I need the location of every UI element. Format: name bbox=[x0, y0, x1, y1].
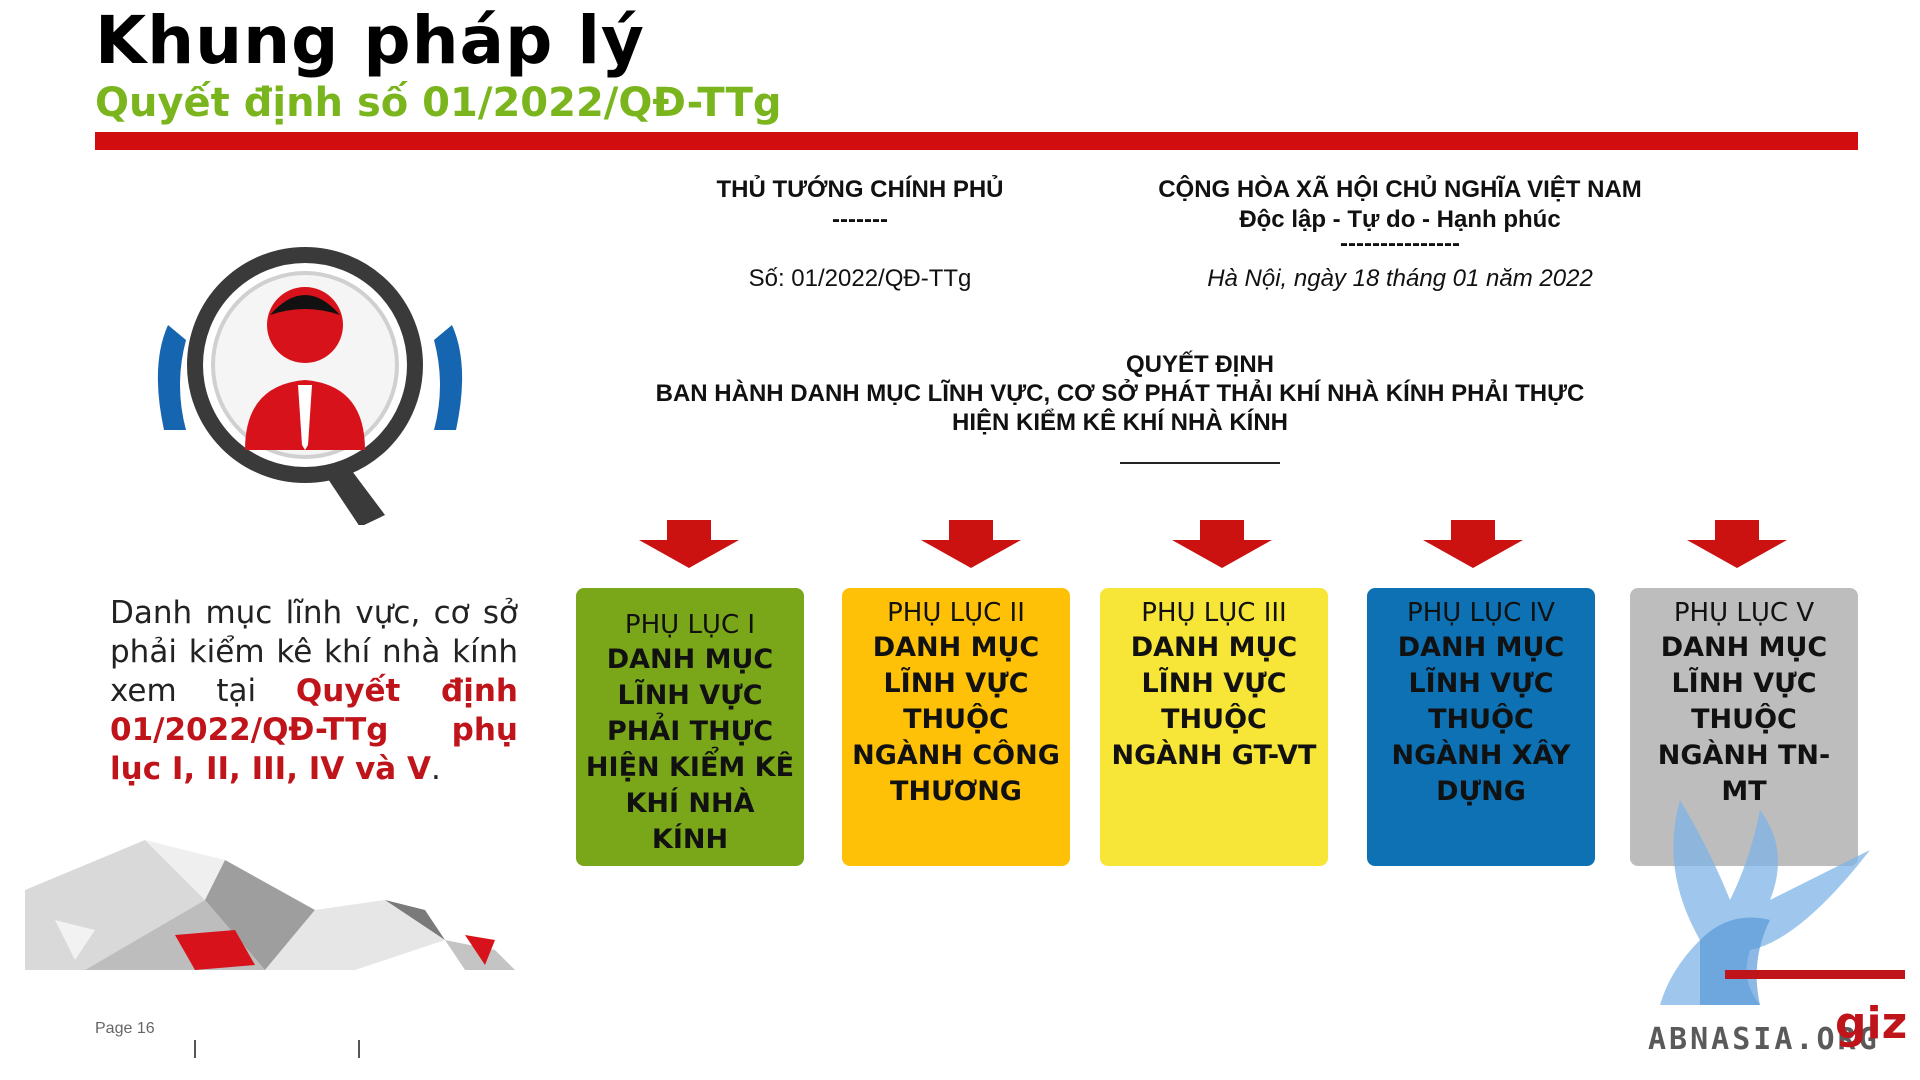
annex-body: DANH MỤC LĨNH VỰC PHẢI THỰC HIỆN KIỂM KÊ… bbox=[585, 644, 795, 855]
decision-rule bbox=[1120, 462, 1280, 464]
annex-body: DANH MỤC LĨNH VỰC THUỘC NGÀNH XÂY DỰNG bbox=[1391, 632, 1571, 807]
annex-box-1: PHỤ LỤC I DANH MỤC LĨNH VỰC PHẢI THỰC HI… bbox=[576, 588, 804, 866]
footer-separator bbox=[194, 1040, 196, 1058]
note-highlight: Quyết định 01/2022/QĐ-TTg phụ lục I, II,… bbox=[110, 673, 518, 787]
decision-label: QUYẾT ĐỊNH bbox=[1125, 351, 1274, 378]
document-nation-block: CỘNG HÒA XÃ HỘI CHỦ NGHĨA VIỆT NAM Độc l… bbox=[1100, 175, 1700, 257]
note-text: Danh mục lĩnh vực, cơ sở phải kiểm kê kh… bbox=[110, 595, 518, 709]
annex-box-5: PHỤ LỤC V DANH MỤC LĨNH VỰC THUỘC NGÀNH … bbox=[1630, 588, 1858, 866]
annex-body: DANH MỤC LĨNH VỰC THUỘC NGÀNH TN-MT bbox=[1657, 632, 1831, 807]
magnifier-person-icon bbox=[157, 247, 463, 525]
down-arrow-icon bbox=[921, 520, 1021, 568]
giz-logo: giz bbox=[1835, 998, 1908, 1049]
annex-label: PHỤ LỤC II bbox=[887, 598, 1025, 628]
footer-accent-line bbox=[1725, 970, 1905, 979]
note-end: . bbox=[431, 751, 441, 787]
annex-box-4: PHỤ LỤC IV DANH MỤC LĨNH VỰC THUỘC NGÀNH… bbox=[1367, 588, 1595, 866]
annex-body: DANH MỤC LĨNH VỰC THUỘC NGÀNH CÔNG THƯƠN… bbox=[852, 632, 1060, 807]
down-arrow-icon bbox=[1172, 520, 1272, 568]
down-arrow-icon bbox=[639, 520, 739, 568]
decision-block: QUYẾT ĐỊNH BAN HÀNH DANH MỤC LĨNH VỰC, C… bbox=[640, 350, 1760, 437]
decision-title: BAN HÀNH DANH MỤC LĨNH VỰC, CƠ SỞ PHÁT T… bbox=[655, 380, 1585, 436]
griffin-watermark-icon bbox=[1660, 800, 1870, 1005]
document-nation: CỘNG HÒA XÃ HỘI CHỦ NGHĨA VIỆT NAM bbox=[1158, 176, 1642, 203]
header-divider bbox=[95, 132, 1858, 150]
annex-box-3: PHỤ LỤC III DANH MỤC LĨNH VỰC THUỘC NGÀN… bbox=[1100, 588, 1328, 866]
annex-box-2: PHỤ LỤC II DANH MỤC LĨNH VỰC THUỘC NGÀNH… bbox=[842, 588, 1070, 866]
slide-title: Khung pháp lý bbox=[95, 2, 645, 79]
down-arrow-icon bbox=[1423, 520, 1523, 568]
document-motto-rule: --------------- bbox=[1340, 230, 1460, 257]
annex-label: PHỤ LỤC IV bbox=[1407, 598, 1555, 628]
footer-separator bbox=[358, 1040, 360, 1058]
document-motto: Độc lập - Tự do - Hạnh phúc bbox=[1239, 206, 1561, 233]
annex-body: DANH MỤC LĨNH VỰC THUỘC NGÀNH GT-VT bbox=[1111, 632, 1317, 771]
annex-label: PHỤ LỤC I bbox=[624, 610, 756, 640]
watermark-text: ABNASIA.ORG bbox=[1648, 1022, 1880, 1057]
polygon-decoration bbox=[25, 840, 515, 970]
page-number: Page 16 bbox=[95, 1020, 155, 1037]
document-date: Hà Nội, ngày 18 tháng 01 năm 2022 bbox=[1207, 265, 1593, 292]
document-issuer: THỦ TƯỚNG CHÍNH PHỦ bbox=[716, 176, 1004, 203]
document-issuer-rule: ------- bbox=[832, 206, 888, 233]
document-number: Số: 01/2022/QĐ-TTg bbox=[748, 265, 972, 292]
slide-subtitle: Quyết định số 01/2022/QĐ-TTg bbox=[95, 80, 782, 126]
annex-label: PHỤ LỤC V bbox=[1673, 598, 1815, 628]
down-arrow-icon bbox=[1687, 520, 1787, 568]
annex-reference-note: Danh mục lĩnh vực, cơ sở phải kiểm kê kh… bbox=[110, 594, 518, 789]
annex-label: PHỤ LỤC III bbox=[1141, 598, 1287, 628]
document-issuer-block: THỦ TƯỚNG CHÍNH PHỦ ------- bbox=[660, 175, 1060, 235]
